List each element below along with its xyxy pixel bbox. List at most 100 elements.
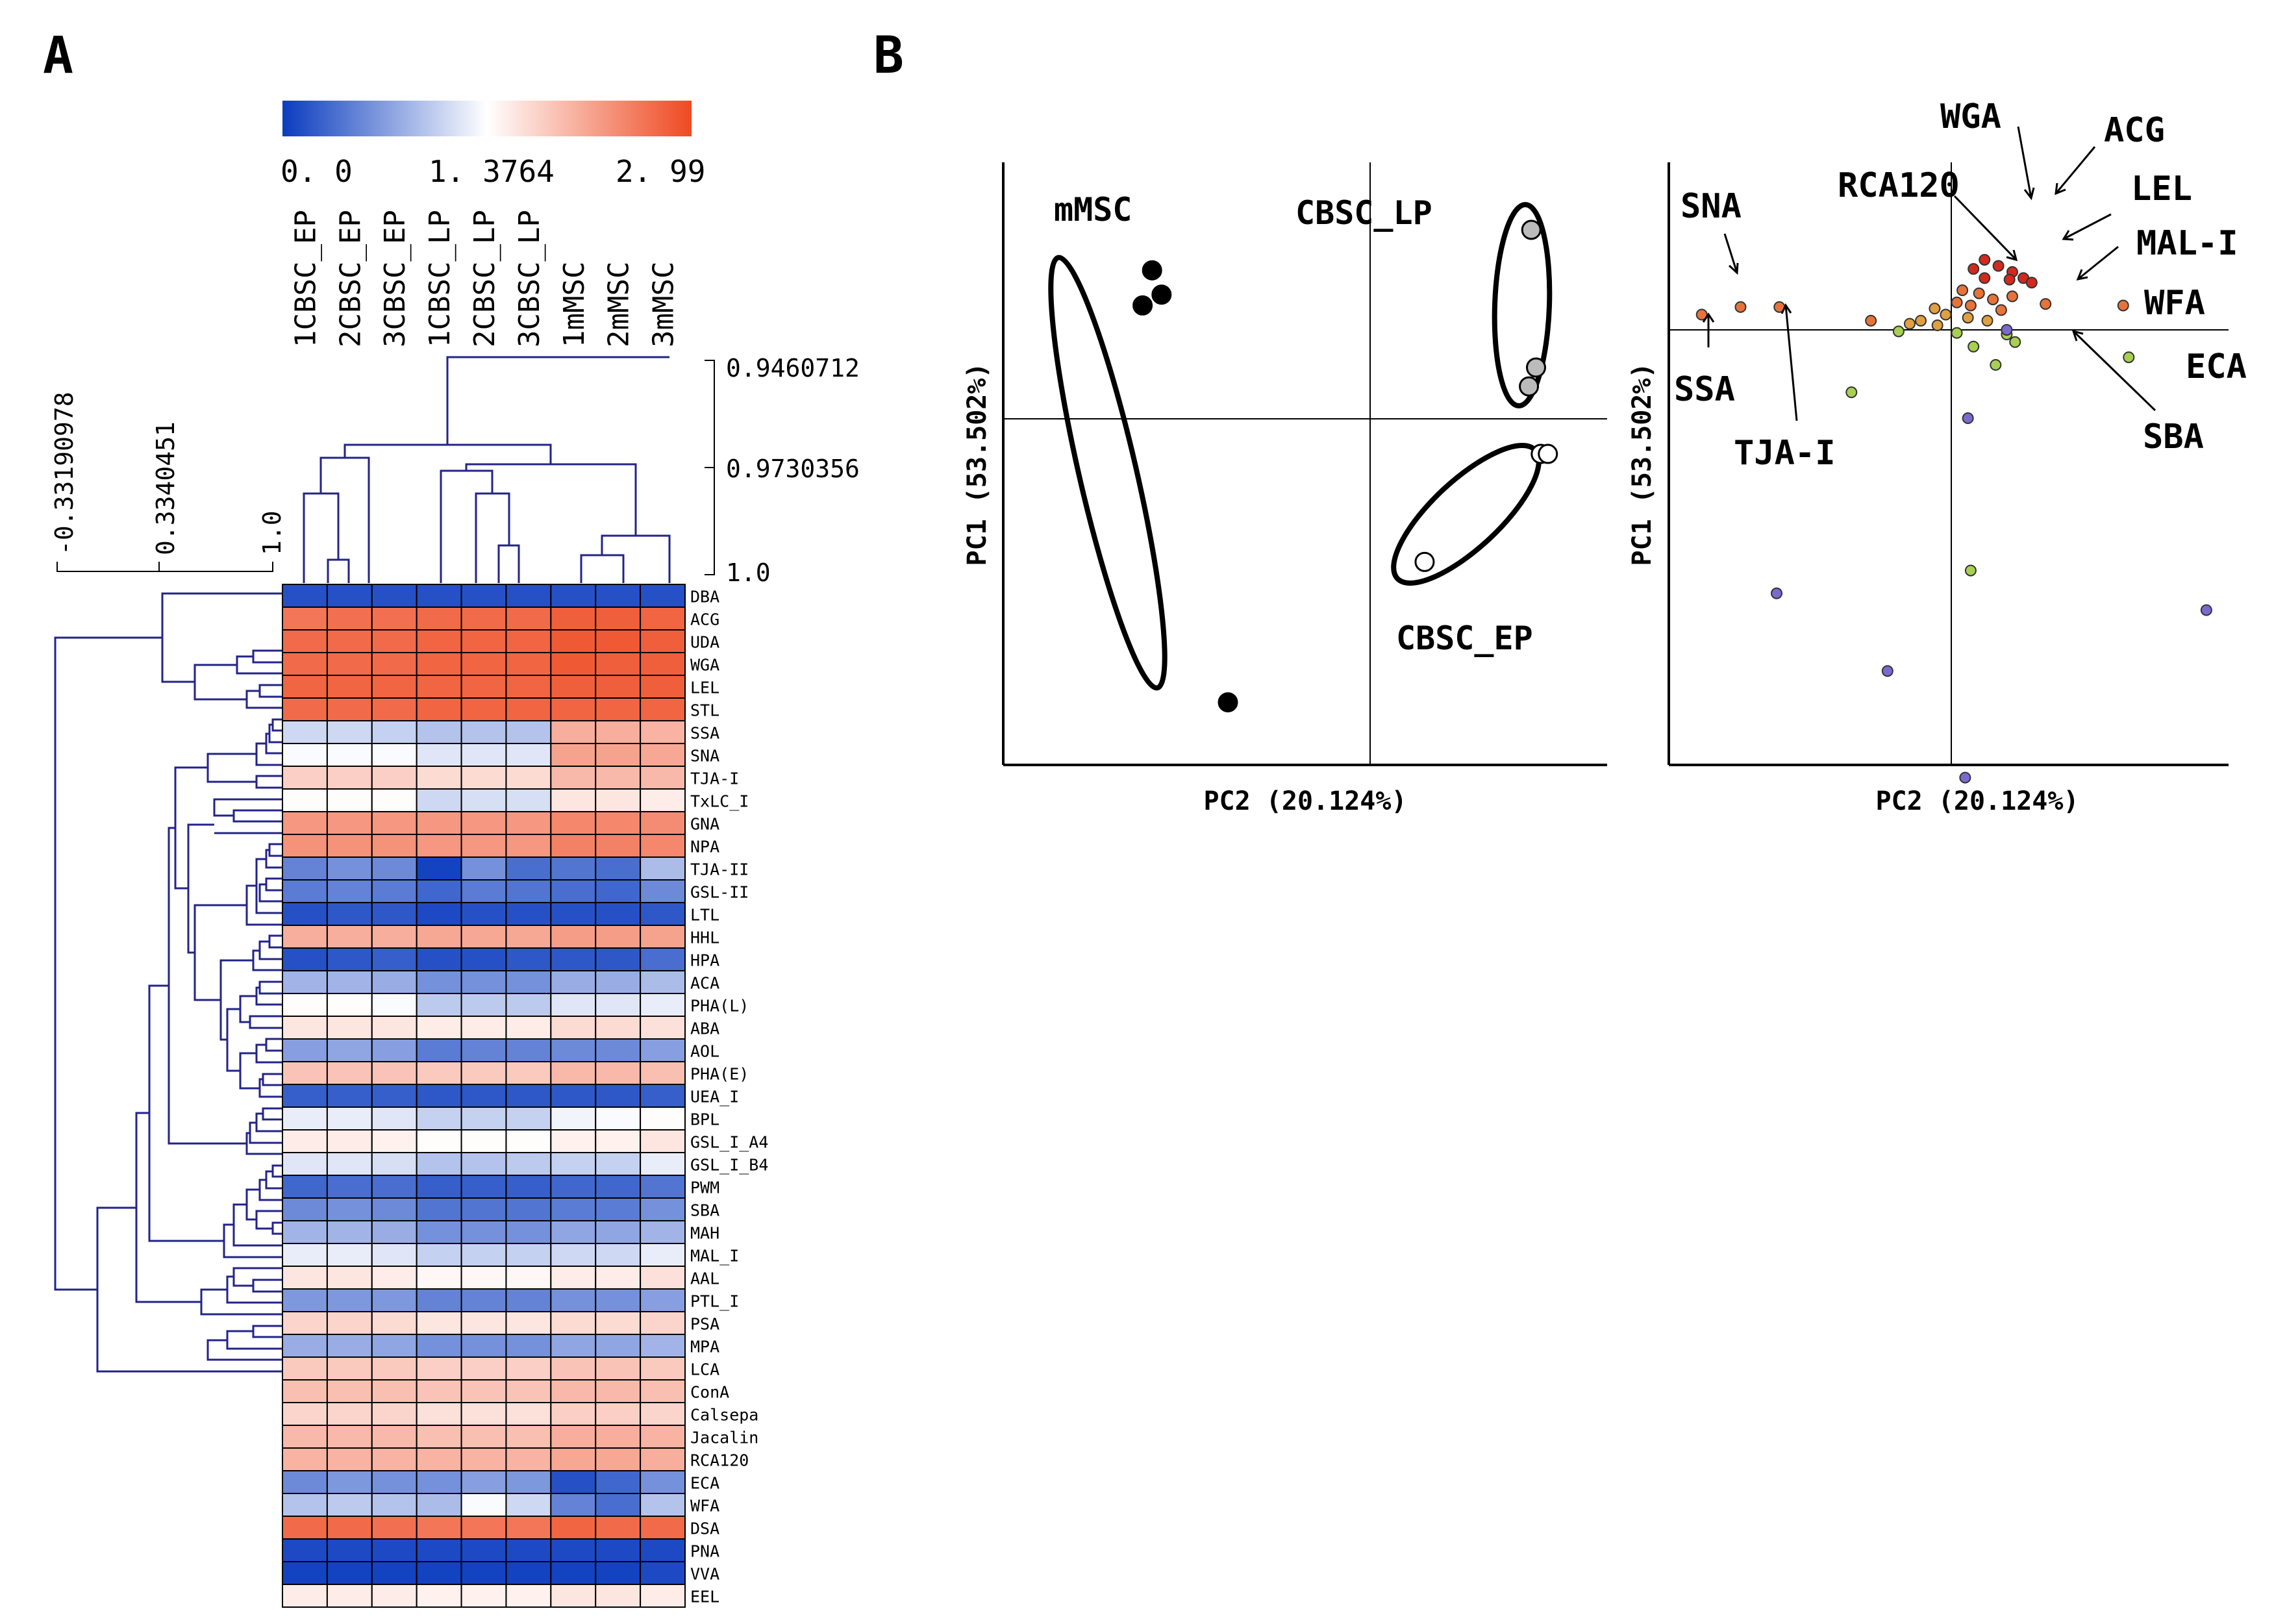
- heatmap-cell: [550, 1425, 597, 1449]
- heatmap-cell: [282, 1538, 328, 1562]
- cbsc-lp-ellipse: [1492, 202, 1553, 408]
- heatmap-cell: [371, 925, 418, 949]
- pca1-points: [1132, 219, 1558, 713]
- heatmap-cell: [505, 675, 552, 699]
- heatmap-cell: [326, 1516, 373, 1540]
- heatmap-cell: [640, 970, 686, 994]
- column-scale-top: 0.9460712: [726, 354, 860, 382]
- pca-lectin-point: [1915, 314, 1927, 327]
- row-label: PWM: [690, 1178, 719, 1197]
- heatmap-cell: [550, 1220, 597, 1244]
- heatmap-cell: [640, 1516, 686, 1540]
- heatmap-cell: [282, 1425, 328, 1449]
- pca-lectin-point: [1931, 319, 1943, 331]
- heatmap-frame: [282, 584, 686, 1608]
- heatmap-cell: [505, 606, 552, 631]
- heatmap-cell: [282, 1220, 328, 1244]
- heatmap-cell: [460, 993, 507, 1017]
- row-scale-right: 1.0: [258, 510, 286, 555]
- heatmap-cell: [326, 743, 373, 767]
- pca-sample-point: [1132, 295, 1153, 316]
- label-sna: SNA: [1681, 187, 1742, 226]
- label-mal-i: MAL-I: [2136, 224, 2238, 263]
- heatmap-cell: [595, 947, 642, 971]
- heatmap-cell: [505, 1447, 552, 1471]
- heatmap-cell: [550, 675, 597, 699]
- heatmap-cell: [550, 1538, 597, 1562]
- heatmap-cell: [550, 1561, 597, 1585]
- heatmap-cell: [640, 1038, 686, 1062]
- heatmap-cell: [416, 1493, 462, 1517]
- row-label: LCA: [690, 1360, 719, 1379]
- heatmap-cell: [282, 1356, 328, 1380]
- heatmap-cell: [282, 1334, 328, 1358]
- heatmap-cell: [505, 697, 552, 721]
- heatmap-cell: [416, 1402, 462, 1426]
- heatmap-cell: [371, 606, 418, 631]
- heatmap-cell: [371, 743, 418, 767]
- row-label: HHL: [690, 928, 719, 947]
- pca-lectin-point: [1990, 358, 2002, 371]
- heatmap-cell: [505, 1129, 552, 1153]
- row-label: DSA: [690, 1519, 719, 1538]
- heatmap-cell: [595, 675, 642, 699]
- heatmap-cell: [416, 834, 462, 858]
- heatmap-cell: [595, 1379, 642, 1403]
- heatmap-cell: [371, 1106, 418, 1131]
- heatmap-cell: [371, 629, 418, 653]
- heatmap-cell: [595, 1038, 642, 1062]
- heatmap-cell: [460, 1516, 507, 1540]
- heatmap-cell: [550, 1129, 597, 1153]
- heatmap-cell: [505, 1220, 552, 1244]
- row-label: LTL: [690, 905, 719, 924]
- heatmap-cell: [595, 1425, 642, 1449]
- heatmap-cell: [505, 1402, 552, 1426]
- heatmap-cell: [595, 1197, 642, 1221]
- column-label: 1CBSC_EP: [289, 210, 322, 347]
- heatmap-cell: [416, 652, 462, 676]
- heatmap-cell: [371, 1425, 418, 1449]
- heatmap-cell: [282, 1266, 328, 1290]
- heatmap-cell: [640, 1311, 686, 1335]
- heatmap-cell: [282, 1197, 328, 1221]
- heatmap-cell: [550, 1016, 597, 1040]
- column-label: 2mMSC: [603, 262, 636, 347]
- heatmap-cell: [416, 902, 462, 926]
- heatmap-cell: [460, 1129, 507, 1153]
- heatmap-cell: [505, 1175, 552, 1199]
- heatmap-cell: [416, 629, 462, 653]
- heatmap-cell: [640, 993, 686, 1017]
- heatmap-cell: [416, 1538, 462, 1562]
- heatmap-cell: [416, 1061, 462, 1085]
- row-label: SNA: [690, 746, 719, 765]
- column-dendrogram: [303, 356, 671, 583]
- heatmap-cell: [595, 1266, 642, 1290]
- heatmap-cell: [640, 1061, 686, 1085]
- heatmap-cell: [505, 1288, 552, 1312]
- heatmap-cell: [371, 766, 418, 790]
- heatmap-cell: [640, 947, 686, 971]
- heatmap-cell: [326, 1152, 373, 1176]
- heatmap-cell: [282, 1447, 328, 1471]
- row-label: MAL_I: [690, 1246, 739, 1265]
- heatmap-cell: [505, 584, 552, 608]
- heatmap-cell: [505, 1493, 552, 1517]
- heatmap-cell: [505, 1084, 552, 1108]
- heatmap-cell: [505, 1152, 552, 1176]
- heatmap-cell: [326, 879, 373, 903]
- cbsc-ep-ellipse: [1391, 443, 1542, 586]
- heatmap-cell: [416, 788, 462, 812]
- heatmap-cell: [371, 947, 418, 971]
- color-scale-bar: [282, 101, 692, 136]
- pca-sample-point: [1142, 260, 1162, 281]
- heatmap-cell: [371, 1061, 418, 1085]
- heatmap-cell: [282, 1129, 328, 1153]
- row-label: UEA_I: [690, 1087, 739, 1106]
- heatmap-cell: [282, 766, 328, 790]
- heatmap-cell: [550, 697, 597, 721]
- heatmap-cell: [371, 879, 418, 903]
- heatmap-cell: [595, 1243, 642, 1267]
- heatmap-cell: [595, 970, 642, 994]
- heatmap-cell: [416, 1129, 462, 1153]
- row-label: UDA: [690, 632, 719, 651]
